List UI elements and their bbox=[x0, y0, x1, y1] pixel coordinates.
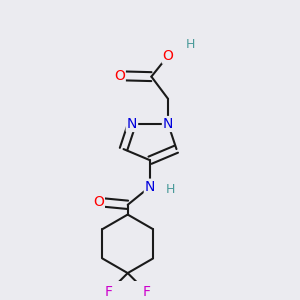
Text: O: O bbox=[93, 195, 104, 209]
Text: O: O bbox=[114, 69, 125, 83]
Text: H: H bbox=[186, 38, 195, 51]
Text: H: H bbox=[166, 183, 176, 196]
Text: N: N bbox=[145, 180, 155, 194]
Text: O: O bbox=[163, 49, 174, 63]
Text: N: N bbox=[163, 117, 173, 131]
Text: N: N bbox=[127, 117, 137, 131]
Text: F: F bbox=[143, 285, 151, 299]
Text: F: F bbox=[105, 285, 113, 299]
